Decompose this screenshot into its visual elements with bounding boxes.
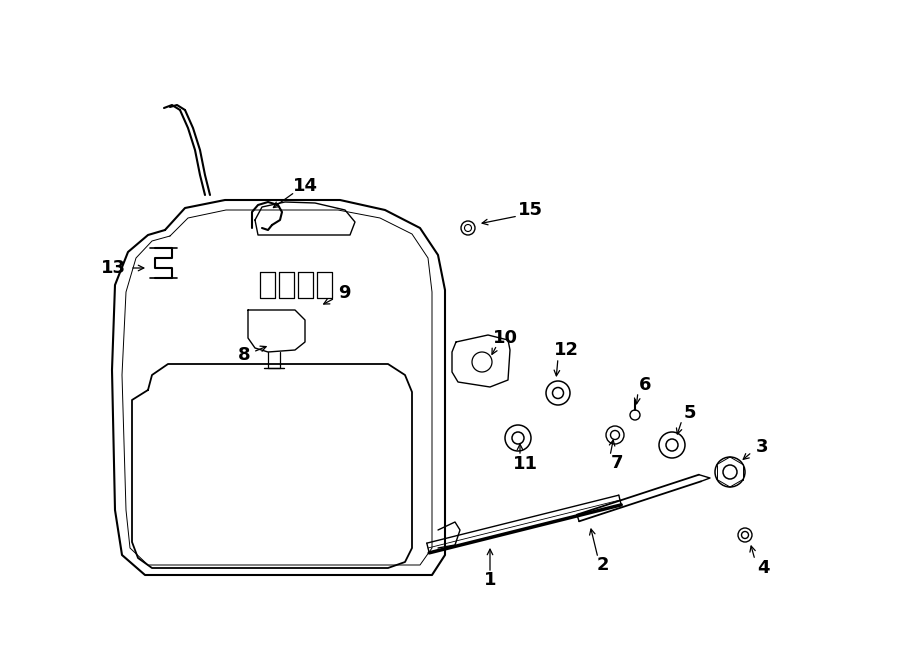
Text: 12: 12 — [554, 341, 579, 359]
Text: 9: 9 — [338, 284, 350, 302]
Text: 3: 3 — [756, 438, 769, 456]
Text: 5: 5 — [684, 404, 697, 422]
Text: 4: 4 — [757, 559, 770, 577]
Text: 15: 15 — [518, 201, 543, 219]
Text: 14: 14 — [292, 177, 318, 195]
Text: 1: 1 — [484, 571, 496, 589]
Text: 2: 2 — [597, 556, 609, 574]
Text: 13: 13 — [101, 259, 125, 277]
Text: 8: 8 — [238, 346, 250, 364]
Text: 7: 7 — [611, 454, 623, 472]
Text: 6: 6 — [639, 376, 652, 394]
Text: 11: 11 — [512, 455, 537, 473]
Text: 10: 10 — [492, 329, 517, 347]
